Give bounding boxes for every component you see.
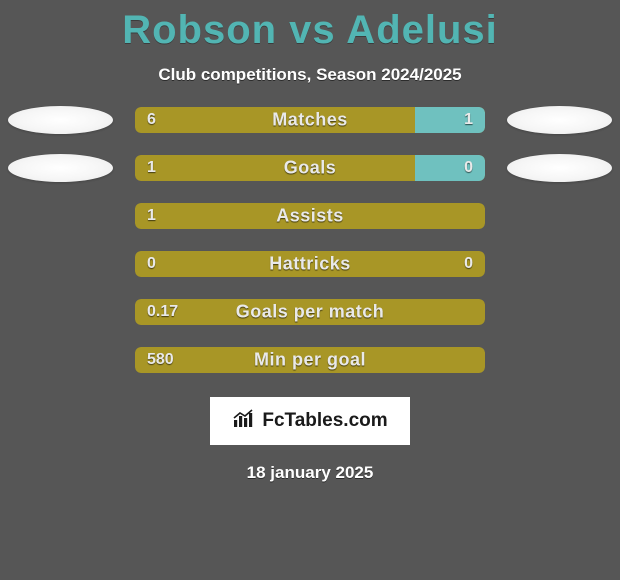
comparison-date: 18 january 2025	[0, 463, 620, 483]
bar-background	[135, 347, 485, 373]
stats-container: Matches61 Goals10 Assists1 Hattricks00 Goals…	[0, 107, 620, 373]
player2-avatar	[507, 106, 612, 134]
comparison-title: Robson vs Adelusi	[0, 0, 620, 53]
stat-bar: Matches61	[135, 107, 485, 133]
bar-background	[135, 251, 485, 277]
bar-background	[135, 299, 485, 325]
stat-bar: Goals per match0.17	[135, 299, 485, 325]
player2-bar-segment	[415, 155, 485, 181]
stat-row: Goals per match0.17	[0, 299, 620, 325]
source-badge-text: FcTables.com	[262, 410, 387, 432]
player1-avatar	[8, 154, 113, 182]
stat-row: Matches61	[0, 107, 620, 133]
stat-row: Min per goal580	[0, 347, 620, 373]
player1-avatar	[8, 106, 113, 134]
stat-bar: Assists1	[135, 203, 485, 229]
comparison-subtitle: Club competitions, Season 2024/2025	[0, 65, 620, 85]
bar-background	[135, 203, 485, 229]
player2-bar-segment	[415, 107, 485, 133]
stat-bar: Hattricks00	[135, 251, 485, 277]
stat-row: Goals10	[0, 155, 620, 181]
stat-row: Hattricks00	[0, 251, 620, 277]
chart-icon	[232, 409, 256, 434]
player2-avatar	[507, 154, 612, 182]
stat-bar: Goals10	[135, 155, 485, 181]
stat-row: Assists1	[0, 203, 620, 229]
source-badge: FcTables.com	[210, 397, 410, 445]
stat-bar: Min per goal580	[135, 347, 485, 373]
